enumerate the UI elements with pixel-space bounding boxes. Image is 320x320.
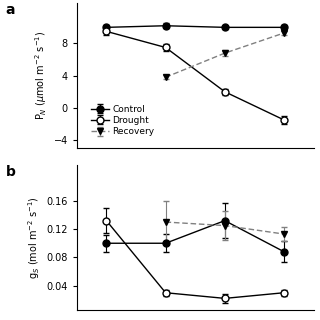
Y-axis label: g$_S$ (mol m$^{-2}$ s$^{-1}$): g$_S$ (mol m$^{-2}$ s$^{-1}$)	[26, 196, 42, 279]
Y-axis label: P$_N$ ($\mu$mol m$^{-2}$ s$^{-1}$): P$_N$ ($\mu$mol m$^{-2}$ s$^{-1}$)	[34, 31, 49, 120]
Legend: Control, Drought, Recovery: Control, Drought, Recovery	[91, 105, 155, 136]
Text: b: b	[6, 165, 16, 180]
Text: a: a	[6, 3, 15, 17]
